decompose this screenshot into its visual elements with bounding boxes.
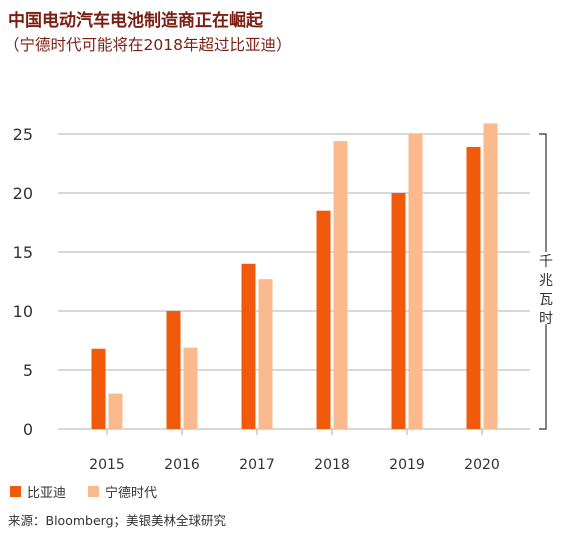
legend-item-byd: 比亚迪	[10, 482, 66, 501]
bar-byd-2015	[91, 348, 106, 429]
x-tick-label: 2016	[164, 457, 200, 473]
y-tick-label: 20	[13, 184, 33, 203]
chart-title: 中国电动汽车电池制造商正在崛起	[8, 11, 263, 31]
y-unit-char: 时	[539, 311, 553, 327]
grid-lines	[58, 133, 530, 430]
bar-catl-2020	[483, 123, 498, 429]
bar-catl-2016	[183, 347, 198, 429]
x-axis-ticks: 2015 2016 2017 2018 2019 2020	[89, 429, 500, 473]
x-tick-label: 2019	[389, 457, 425, 473]
legend-swatch-catl	[88, 486, 100, 497]
y-axis-ticks: 0 5 10 15 20 25	[13, 125, 33, 439]
y-tick-label: 5	[23, 361, 33, 380]
legend-swatch-byd	[10, 486, 21, 497]
bar-catl-2015	[108, 393, 123, 429]
bar-byd-2016	[166, 311, 181, 429]
legend-item-catl: 宁德时代	[88, 482, 157, 501]
y-unit-char: 兆	[539, 273, 553, 289]
bar-byd-2020	[466, 146, 481, 430]
bar-byd-2019	[391, 193, 406, 429]
x-tick-label: 2015	[89, 457, 125, 473]
y-tick-label: 15	[13, 243, 33, 262]
bar-catl-2019	[408, 134, 423, 429]
legend-label-byd: 比亚迪	[27, 486, 67, 501]
legend: 比亚迪 宁德时代	[10, 482, 157, 501]
bar-byd-2017	[241, 263, 256, 429]
bar-catl-2018	[333, 141, 348, 429]
chart-subtitle: （宁德时代可能将在2018年超过比亚迪）	[4, 36, 292, 54]
x-tick-label: 2020	[464, 457, 500, 473]
y-unit-char: 千	[539, 254, 553, 270]
source-note: 来源：Bloomberg；美银美林全球研究	[8, 513, 226, 528]
bars	[91, 123, 498, 430]
y-tick-label: 25	[13, 125, 33, 144]
y-tick-label: 0	[23, 420, 33, 439]
bar-catl-2017	[258, 279, 273, 429]
y-unit-char: 瓦	[539, 292, 553, 308]
bar-byd-2018	[316, 210, 331, 429]
legend-label-catl: 宁德时代	[105, 486, 158, 501]
y-tick-label: 10	[13, 302, 33, 321]
x-tick-label: 2017	[239, 457, 275, 473]
x-tick-label: 2018	[314, 457, 350, 473]
